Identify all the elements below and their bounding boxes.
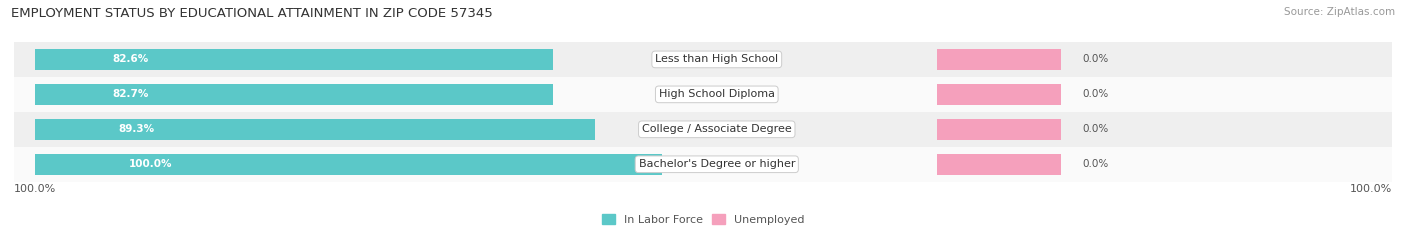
Bar <box>938 84 1062 105</box>
Bar <box>35 154 662 175</box>
Text: EMPLOYMENT STATUS BY EDUCATIONAL ATTAINMENT IN ZIP CODE 57345: EMPLOYMENT STATUS BY EDUCATIONAL ATTAINM… <box>11 7 494 20</box>
Text: College / Associate Degree: College / Associate Degree <box>643 124 792 134</box>
Text: Less than High School: Less than High School <box>655 55 779 64</box>
Bar <box>14 77 1392 112</box>
Bar <box>14 112 1392 147</box>
Text: 100.0%: 100.0% <box>1350 185 1392 194</box>
Text: 82.6%: 82.6% <box>112 55 149 64</box>
Text: Bachelor's Degree or higher: Bachelor's Degree or higher <box>638 159 794 169</box>
Text: 100.0%: 100.0% <box>129 159 173 169</box>
Bar <box>35 119 595 140</box>
Text: 0.0%: 0.0% <box>1083 124 1108 134</box>
Text: Source: ZipAtlas.com: Source: ZipAtlas.com <box>1284 7 1395 17</box>
Text: 89.3%: 89.3% <box>118 124 155 134</box>
Bar <box>938 119 1062 140</box>
Bar <box>938 154 1062 175</box>
Bar <box>14 147 1392 182</box>
Text: 0.0%: 0.0% <box>1083 159 1108 169</box>
Text: 0.0%: 0.0% <box>1083 89 1108 99</box>
Text: 0.0%: 0.0% <box>1083 55 1108 64</box>
Text: 100.0%: 100.0% <box>14 185 56 194</box>
Text: 82.7%: 82.7% <box>112 89 149 99</box>
Bar <box>14 42 1392 77</box>
Bar <box>35 84 553 105</box>
Bar <box>35 49 553 70</box>
Legend: In Labor Force, Unemployed: In Labor Force, Unemployed <box>598 210 808 229</box>
Bar <box>938 49 1062 70</box>
Text: High School Diploma: High School Diploma <box>659 89 775 99</box>
